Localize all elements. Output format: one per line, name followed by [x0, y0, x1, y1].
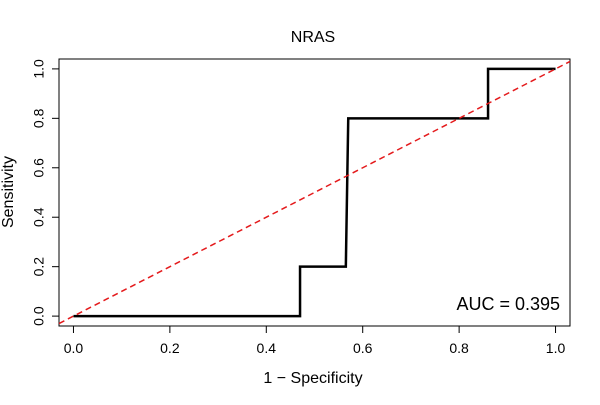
y-tick-label: 0.2	[31, 257, 47, 277]
x-tick-label: 0.8	[449, 340, 469, 356]
y-tick-label: 0.0	[31, 306, 47, 326]
y-tick-label: 0.8	[31, 108, 47, 128]
plot-frame	[58, 58, 571, 327]
y-axis: 0.0 0.2 0.4 0.6 0.8 1.0	[31, 59, 59, 326]
auc-annotation: AUC = 0.395	[456, 294, 560, 314]
y-tick-label: 1.0	[31, 59, 47, 79]
chart-title: NRAS	[291, 29, 335, 46]
y-tick-label: 0.4	[31, 207, 47, 227]
x-tick-label: 0.0	[64, 340, 84, 356]
x-axis: 0.0 0.2 0.4 0.6 0.8 1.0	[64, 326, 566, 356]
y-tick-label: 0.6	[31, 158, 47, 178]
x-tick-label: 0.6	[353, 340, 373, 356]
x-tick-label: 1.0	[546, 340, 566, 356]
x-tick-label: 0.4	[257, 340, 277, 356]
x-axis-label: 1 − Specificity	[263, 370, 362, 387]
y-axis-label: Sensitivity	[0, 156, 17, 228]
reference-diagonal-line	[58, 60, 571, 325]
series-layer	[58, 60, 571, 325]
x-tick-label: 0.2	[160, 340, 180, 356]
roc-curve-line	[73, 67, 556, 318]
